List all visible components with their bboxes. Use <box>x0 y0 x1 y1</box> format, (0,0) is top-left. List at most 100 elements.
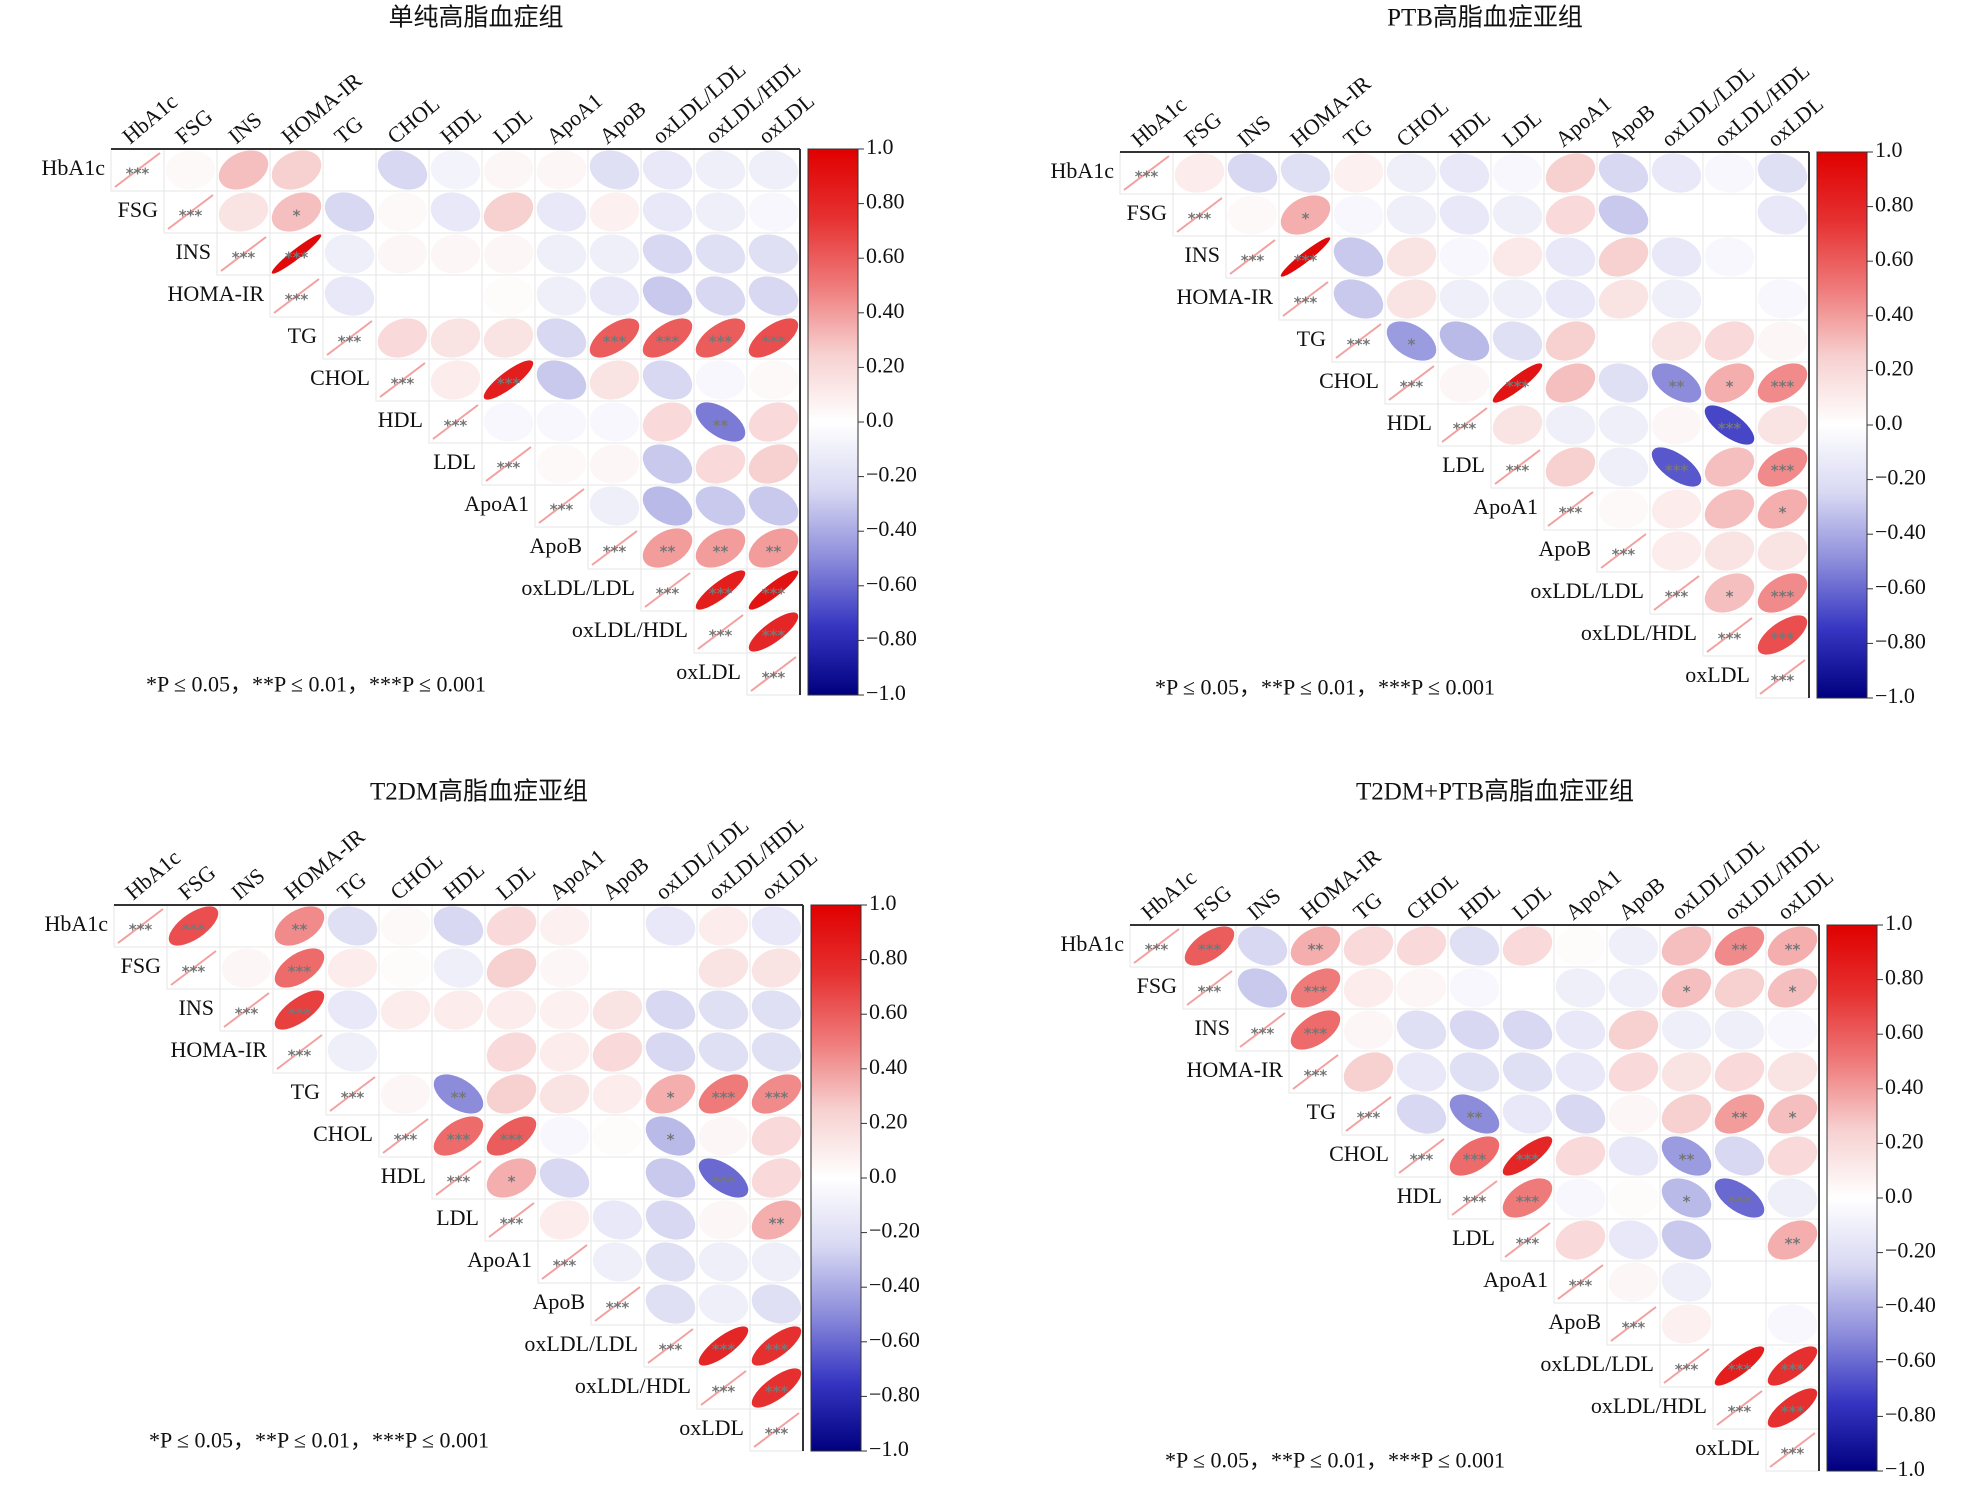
significance: * <box>1779 504 1787 522</box>
significance: *** <box>444 417 468 435</box>
corr-ellipse <box>1439 153 1490 193</box>
corr-ellipse <box>168 906 219 946</box>
corr-ellipse <box>1767 1388 1818 1428</box>
corr-ellipse <box>1608 1010 1659 1050</box>
row-label: HOMA-IR <box>1186 1057 1283 1082</box>
row-label: INS <box>1185 242 1220 267</box>
significance: ** <box>766 543 782 561</box>
corr-ellipse <box>221 906 272 946</box>
significance: *** <box>1612 546 1636 564</box>
colorbar-tick-label: −0.60 <box>866 571 917 596</box>
significance: *** <box>709 585 733 603</box>
significance: * <box>1683 1193 1691 1211</box>
significance: * <box>667 1089 675 1107</box>
colorbar-tick-label: −1.0 <box>1875 683 1915 708</box>
significance: *** <box>1135 168 1159 186</box>
corr-ellipse <box>1343 926 1394 966</box>
row-label: INS <box>179 995 214 1020</box>
significance: *** <box>447 1131 471 1149</box>
corr-ellipse <box>486 1032 537 1072</box>
row-label: LDL <box>433 449 476 474</box>
colorbar-tick-label: −0.20 <box>1885 1238 1936 1263</box>
corr-ellipse <box>642 276 693 316</box>
corr-ellipse <box>380 1074 431 1114</box>
corr-ellipse <box>589 234 640 274</box>
row-label: FSG <box>121 953 161 978</box>
corr-ellipse <box>592 1158 643 1198</box>
significance: *** <box>338 333 362 351</box>
row-label: oxLDL/LDL <box>1540 1351 1654 1376</box>
colorbar-tick-label: −0.20 <box>869 1218 920 1243</box>
corr-ellipse <box>589 318 640 358</box>
diagonal-mark <box>644 572 691 608</box>
corr-ellipse <box>1651 489 1702 529</box>
significance: *** <box>1304 1025 1328 1043</box>
corr-ellipse <box>1704 573 1755 613</box>
corr-ellipse <box>1608 1094 1659 1134</box>
corr-ellipse <box>483 276 534 316</box>
corr-ellipse <box>1555 1094 1606 1134</box>
corr-ellipse <box>324 276 375 316</box>
diagonal-mark <box>1239 1012 1286 1048</box>
significance: * <box>1789 983 1797 1001</box>
corr-ellipse <box>695 192 746 232</box>
corr-ellipse <box>1714 1220 1765 1260</box>
corr-ellipse <box>748 570 799 610</box>
corr-ellipse <box>274 990 325 1030</box>
column-label: INS <box>1242 883 1285 925</box>
diagonal-mark <box>1504 1222 1551 1258</box>
corr-ellipse <box>1757 321 1808 361</box>
corr-ellipse <box>748 276 799 316</box>
diagonal-mark <box>1653 575 1700 611</box>
row-label: TG <box>291 1079 320 1104</box>
corr-ellipse <box>645 1032 696 1072</box>
significance: *** <box>500 1131 524 1149</box>
significance: ** <box>660 543 676 561</box>
corr-ellipse <box>1767 1304 1818 1344</box>
column-label: CHOL <box>1391 94 1453 152</box>
corr-ellipse <box>751 1074 802 1114</box>
corr-ellipse <box>751 906 802 946</box>
corr-ellipse <box>433 906 484 946</box>
row-label: ApoA1 <box>467 1247 532 1272</box>
significance: ** <box>713 543 729 561</box>
corr-ellipse <box>1396 1010 1447 1050</box>
corr-ellipse <box>695 444 746 484</box>
significance: *** <box>1622 1319 1646 1337</box>
corr-ellipse <box>430 276 481 316</box>
corr-ellipse <box>1714 968 1765 1008</box>
corr-ellipse <box>1492 363 1543 403</box>
diagonal-mark <box>1663 1348 1710 1384</box>
colorbar-tick-label: 1.0 <box>1875 137 1903 162</box>
significance: *** <box>1569 1277 1593 1295</box>
colorbar-tick-label: 0.0 <box>1885 1183 1913 1208</box>
corr-ellipse <box>380 948 431 988</box>
column-label: HbA1c <box>117 89 182 149</box>
significance: *** <box>1665 462 1689 480</box>
corr-ellipse <box>748 612 799 652</box>
footnote: *P ≤ 0.05，**P ≤ 0.01，***P ≤ 0.001 <box>1165 1448 1505 1473</box>
row-label: TG <box>1297 326 1326 351</box>
column-label: CHOL <box>1401 867 1463 925</box>
colorbar-tick-label: 0.60 <box>1885 1019 1924 1044</box>
corr-ellipse <box>1449 926 1500 966</box>
row-label: HbA1c <box>1060 931 1124 956</box>
colorbar-tick-label: −0.20 <box>1875 465 1926 490</box>
colorbar-tick-label: 0.0 <box>869 1163 897 1188</box>
significance: *** <box>391 375 415 393</box>
significance: *** <box>603 543 627 561</box>
corr-ellipse <box>1502 1094 1553 1134</box>
corr-ellipse <box>539 948 590 988</box>
corr-ellipse <box>1598 195 1649 235</box>
corr-ellipse <box>483 402 534 442</box>
corr-ellipse <box>1555 1136 1606 1176</box>
colorbar-tick-label: 0.80 <box>1885 965 1924 990</box>
significance: * <box>293 207 301 225</box>
diagonal-mark <box>538 488 585 524</box>
diagonal-mark <box>541 1244 588 1280</box>
corr-ellipse <box>1439 321 1490 361</box>
column-label: LDL <box>491 858 540 905</box>
diagonal-mark <box>1282 281 1329 317</box>
corr-ellipse <box>1545 153 1596 193</box>
